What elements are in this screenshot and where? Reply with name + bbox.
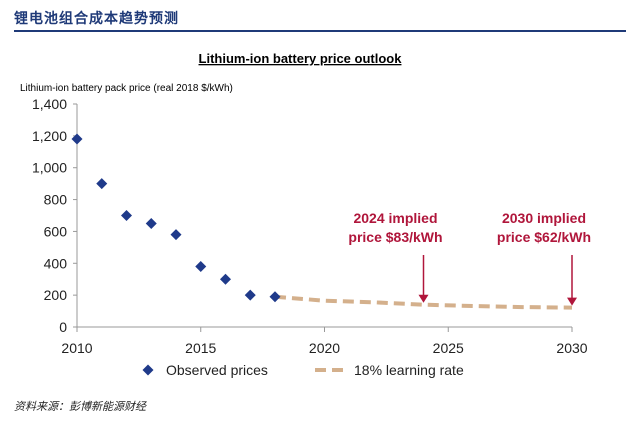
- y-tick-labels: 0 200 400 600 800 1,000 1,200 1,400: [32, 96, 77, 335]
- y-tick-label: 1,400: [32, 96, 67, 112]
- x-tick-label: 2010: [61, 340, 92, 356]
- annotation-layer: 2024 implied price $83/kWh 2030 implied pri…: [348, 210, 591, 306]
- y-tick-label: 600: [44, 223, 68, 239]
- y-tick-label: 1,200: [32, 128, 67, 144]
- legend-learning-rate-label: 18% learning rate: [354, 362, 464, 378]
- y-tick-label: 400: [44, 255, 68, 271]
- observed-price-point: [244, 289, 256, 301]
- observed-price-point: [170, 229, 182, 241]
- learning-rate-line: [274, 294, 573, 310]
- annotation-line2: price $83/kWh: [348, 229, 442, 245]
- y-axis-label: Lithium-ion battery pack price (real 201…: [20, 83, 233, 94]
- observed-price-point: [269, 291, 281, 303]
- y-tick-label: 200: [44, 287, 68, 303]
- title-rule: [14, 30, 626, 32]
- annotation-line1: 2024 implied: [353, 210, 437, 226]
- legend-observed-label: Observed prices: [166, 362, 268, 378]
- observed-price-point: [96, 178, 108, 190]
- marker-layer: [71, 133, 281, 303]
- y-tick-label: 800: [44, 192, 68, 208]
- chart-title: Lithium-ion battery price outlook: [199, 51, 403, 66]
- source-note: 资料来源：彭博新能源财经: [14, 400, 146, 413]
- annotation-line2: price $62/kWh: [497, 229, 591, 245]
- observed-price-point: [220, 273, 231, 285]
- observed-price-point: [145, 217, 157, 229]
- trend-layer: [274, 294, 573, 310]
- axes: [76, 104, 572, 328]
- y-tick-label: 1,000: [32, 160, 67, 176]
- observed-price-point: [71, 133, 83, 145]
- y-tick-label: 0: [59, 319, 67, 335]
- x-tick-label: 2030: [556, 340, 587, 356]
- legend: Observed prices 18% learning rate: [142, 362, 464, 378]
- x-tick-label: 2015: [185, 340, 216, 356]
- annotation-arrow-head: [418, 294, 429, 303]
- observed-price-point: [121, 210, 132, 221]
- x-tick-label: 2025: [433, 340, 464, 356]
- annotation-arrow-head: [567, 297, 577, 306]
- legend-observed-marker: [142, 364, 154, 376]
- annotation-line1: 2030 implied: [502, 210, 586, 226]
- x-tick-label: 2020: [309, 340, 340, 356]
- x-tick-labels: 2010 2015 2020 2025 2030: [61, 327, 588, 356]
- report-title: 锂电池组合成本趋势预测: [14, 11, 179, 27]
- observed-price-point: [195, 260, 207, 272]
- battery-price-chart: Lithium-ion battery price outlook Lithiu…: [20, 51, 591, 378]
